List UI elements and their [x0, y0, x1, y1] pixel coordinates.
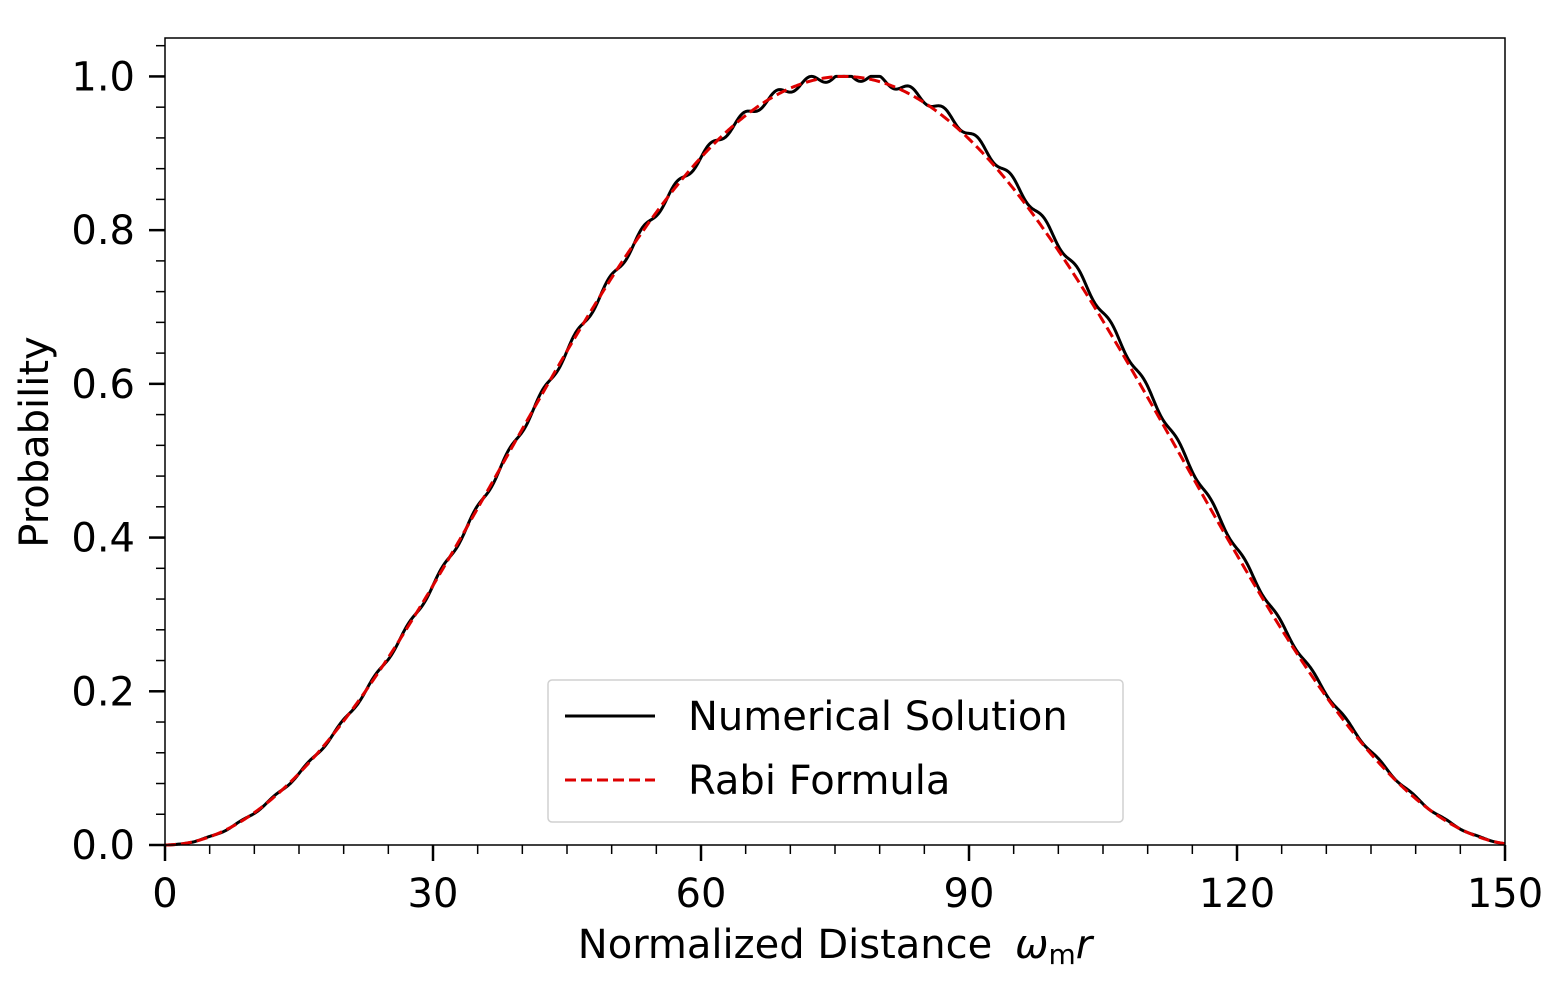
legend-box	[547, 679, 1124, 823]
x-tick-label: 150	[1467, 871, 1543, 917]
y-tick-label: 0.0	[71, 823, 135, 869]
y-tick-label: 0.2	[71, 669, 135, 715]
x-axis-title: Normalized Distance ωmr	[578, 922, 1095, 971]
y-axis: 0.0 0.2 0.4 0.6 0.8 1.0	[71, 44, 165, 869]
plot-area	[164, 74, 1506, 847]
x-axis-title-symbol: ω	[1015, 922, 1049, 968]
x-tick-label: 120	[1199, 871, 1275, 917]
x-tick-label: 30	[408, 871, 459, 917]
x-axis-title-text: Normalized Distance	[578, 922, 992, 968]
y-tick-label: 0.6	[71, 362, 135, 408]
x-tick-label: 90	[944, 871, 995, 917]
legend-label-rabi: Rabi Formula	[688, 758, 950, 804]
legend-label-numerical: Numerical Solution	[688, 694, 1068, 740]
x-axis: 0 30 60 90 120 150	[152, 845, 1543, 917]
x-axis-title-subscript: m	[1048, 938, 1075, 971]
y-tick-label: 0.4	[71, 516, 135, 562]
y-tick-label: 1.0	[71, 54, 135, 100]
legend: Numerical Solution Rabi Formula	[547, 679, 1124, 823]
plot-frame	[164, 37, 1506, 846]
x-tick-label: 60	[676, 871, 727, 917]
y-axis-title: Probability	[12, 336, 58, 547]
x-tick-label: 0	[152, 871, 177, 917]
series-numerical-solution	[164, 74, 1506, 847]
x-axis-title-var: r	[1076, 922, 1095, 968]
y-tick-label: 0.8	[71, 208, 135, 254]
